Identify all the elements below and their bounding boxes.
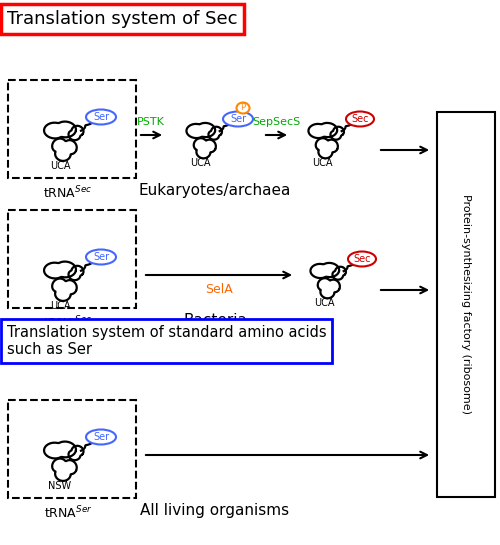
Text: UCA: UCA [50, 301, 70, 311]
Text: tRNA$^{Ser}$: tRNA$^{Ser}$ [44, 505, 92, 522]
Text: SelA: SelA [205, 283, 233, 296]
Text: Sec: Sec [353, 254, 371, 264]
Text: UCA: UCA [314, 298, 334, 308]
Ellipse shape [86, 429, 116, 445]
Ellipse shape [223, 112, 253, 126]
Text: UCA: UCA [50, 161, 70, 171]
Text: Ser: Ser [93, 252, 109, 262]
Text: tRNA$^{Sec}$: tRNA$^{Sec}$ [44, 185, 92, 202]
Ellipse shape [86, 250, 116, 264]
Text: Protein-synthesizing factory (ribosome): Protein-synthesizing factory (ribosome) [461, 195, 471, 415]
FancyBboxPatch shape [437, 112, 495, 497]
Ellipse shape [86, 110, 116, 124]
Text: UCA: UCA [190, 158, 210, 168]
Text: NSW: NSW [48, 481, 72, 491]
Text: Sec: Sec [351, 114, 369, 124]
Text: Translation system of standard amino acids
such as Ser: Translation system of standard amino aci… [7, 325, 326, 358]
Text: Ser: Ser [93, 432, 109, 442]
Ellipse shape [346, 112, 374, 126]
Text: Ser: Ser [93, 112, 109, 122]
Ellipse shape [348, 251, 376, 267]
Text: Eukaryotes/archaea: Eukaryotes/archaea [139, 183, 291, 198]
Text: tRNA$^{Sec}$: tRNA$^{Sec}$ [44, 315, 92, 331]
Text: P: P [240, 104, 246, 112]
Ellipse shape [236, 102, 250, 113]
Text: Translation system of Sec: Translation system of Sec [7, 10, 237, 28]
Text: UCA: UCA [312, 158, 332, 168]
Text: PSTK: PSTK [137, 117, 165, 127]
Text: Bacteria: Bacteria [183, 313, 247, 328]
Text: All living organisms: All living organisms [140, 503, 290, 518]
Text: Ser: Ser [230, 114, 246, 124]
Text: SepSecS: SepSecS [252, 117, 300, 127]
